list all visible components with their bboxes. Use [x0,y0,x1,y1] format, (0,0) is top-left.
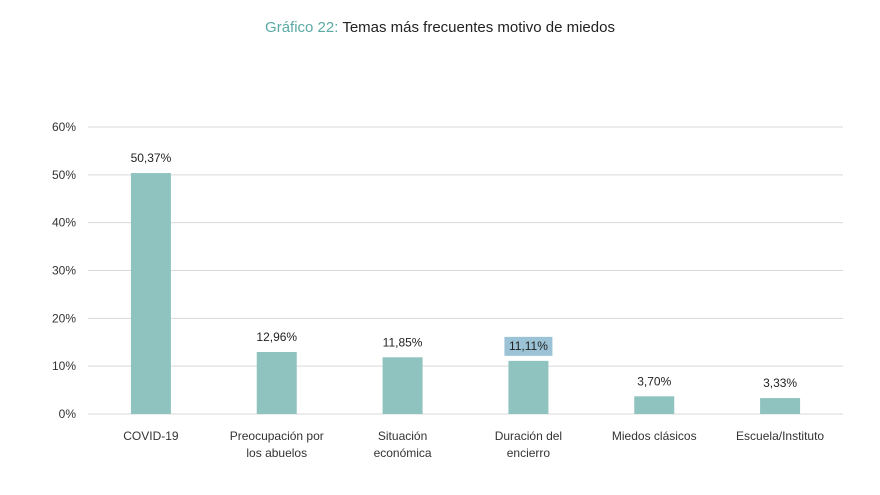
y-tick-label: 50% [52,168,76,182]
chart-title: Gráfico 22: Temas más frecuentes motivo … [0,19,880,36]
grid-lines [88,126,843,415]
category-label: económica [374,446,432,460]
category-labels: COVID-19 Preocupación por los abuelos Situa… [123,429,824,460]
bar [382,357,423,414]
category-label: Situación [378,429,427,443]
data-label: 11,85% [383,335,423,349]
category-label: los abuelos [246,446,307,460]
data-label-highlight [504,336,553,356]
y-axis-ticks: 0% 10% 20% 30% 40% 50% 60% [52,120,76,421]
y-tick-label: 0% [59,407,77,421]
category-label: Preocupación por [230,429,324,443]
data-label: 3,70% [637,374,671,388]
category-label: COVID-19 [123,429,179,443]
bars [130,173,801,414]
category-label: encierro [507,446,551,460]
y-tick-label: 60% [52,120,76,134]
bar [508,360,549,414]
data-label: 50,37% [131,151,172,165]
y-tick-label: 40% [52,216,76,230]
data-label: 3,33% [763,376,797,390]
bar [634,396,675,414]
data-labels: 50,37% 12,96% 11,85% 11,11% 3,70% 3,33% [131,151,798,390]
bar [130,173,171,414]
bar [760,398,801,414]
category-label: Escuela/Instituto [736,429,824,443]
category-label: Miedos clásicos [612,429,697,443]
chart-title-prefix: Gráfico 22: [265,19,339,36]
y-tick-label: 10% [52,359,76,373]
chart-title-text: Temas más frecuentes motivo de miedos [342,19,615,36]
data-label: 12,96% [256,330,297,344]
y-tick-label: 20% [52,311,76,325]
category-label: Duración del [495,429,562,443]
bar [256,352,297,414]
y-tick-label: 30% [52,264,76,278]
data-label: 11,11% [509,339,548,353]
